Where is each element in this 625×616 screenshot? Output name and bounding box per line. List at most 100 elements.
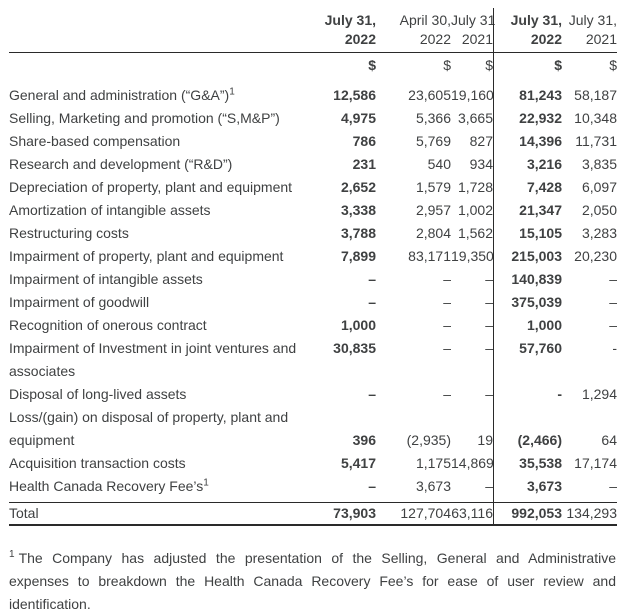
cell-value: –	[368, 386, 376, 402]
cell-value: 1,728	[457, 179, 493, 195]
cell-value: 827	[469, 133, 493, 149]
row-label: Impairment of intangible assets	[9, 271, 203, 287]
table-row: Depreciation of property, plant and equi…	[9, 176, 617, 199]
cell-value: 10,348	[574, 110, 617, 126]
cell-value: 934	[469, 156, 493, 172]
footnote-text: The Company has adjusted the presentatio…	[9, 550, 616, 612]
cell-value: –	[485, 386, 493, 402]
column-header: 2021	[585, 31, 617, 47]
cell-value: 23,605	[408, 87, 451, 103]
cell-value: 1,000	[340, 317, 376, 333]
table-row: Share-based compensation 786 5,769 827 14,39…	[9, 130, 617, 153]
table-row: Impairment of property, plant and equipm…	[9, 245, 617, 268]
table-row: Restructuring costs 3,788 2,804 1,562 15,105…	[9, 222, 617, 245]
cell-value: 134,293	[566, 505, 617, 521]
cell-value: 1,002	[457, 202, 493, 218]
cell-value: 15,105	[519, 225, 562, 241]
cell-value: 4,975	[340, 110, 376, 126]
currency-symbols-row: $ $ $ $ $	[9, 54, 617, 77]
table-row: associates	[9, 360, 617, 383]
row-label: Impairment of goodwill	[9, 294, 150, 310]
cell-value: 2,050	[581, 202, 617, 218]
cell-value: 21,347	[519, 202, 562, 218]
table-row: Research and development (“R&D”) 231 540 93…	[9, 153, 617, 176]
cell-value: 1,175	[415, 455, 451, 471]
column-header: 2022	[419, 31, 451, 47]
table-row: Amortization of intangible assets 3,338 2,…	[9, 199, 617, 222]
cell-value: 3,283	[581, 225, 617, 241]
cell-value: 63,116	[451, 505, 493, 521]
cell-value: 3,835	[581, 156, 617, 172]
table-body: General and administration (“G&A”)1 12,58…	[9, 84, 617, 498]
cell-value: 83,171	[408, 248, 451, 264]
cell-value: 81,243	[519, 87, 562, 103]
cell-value: 396	[352, 432, 376, 448]
row-label: General and administration (“G&A”)1	[9, 86, 235, 103]
currency-symbol: $	[443, 57, 451, 73]
table-row: Impairment of Investment in joint ventur…	[9, 337, 617, 360]
table-row: Recognition of onerous contract 1,000 – – 1,…	[9, 314, 617, 337]
column-header: 2022	[344, 31, 376, 47]
cell-value: –	[485, 317, 493, 333]
cell-value: 7,428	[526, 179, 562, 195]
row-label: Total	[9, 505, 39, 521]
cell-value: –	[609, 271, 617, 287]
cell-value: –	[609, 317, 617, 333]
table-row: equipment 396 (2,935) 19 (2,466) 64	[9, 429, 617, 452]
cell-value: 11,731	[575, 133, 617, 149]
table-row: Loss/(gain) on disposal of property, pla…	[9, 406, 617, 429]
column-header: April 30,	[399, 12, 451, 28]
table-row: Disposal of long-lived assets – – – - 1,294	[9, 383, 617, 406]
cell-value: 215,003	[511, 248, 562, 264]
cell-value: –	[443, 294, 451, 310]
cell-value: 73,903	[333, 505, 376, 521]
cell-value: 5,366	[415, 110, 451, 126]
row-label: Research and development (“R&D”)	[9, 156, 233, 172]
cell-value: 786	[352, 133, 376, 149]
table-header: July 31, April 30, July 31, July 31, July 31…	[9, 7, 617, 52]
cell-value: 30,835	[333, 340, 376, 356]
row-label: Selling, Marketing and promotion (“S,M&P…	[9, 110, 280, 126]
cell-value: 2,957	[415, 202, 451, 218]
column-header: July 31,	[510, 12, 562, 28]
cell-value: 1,562	[457, 225, 493, 241]
column-header: 2021	[461, 31, 493, 47]
currency-symbol: $	[554, 57, 562, 73]
row-label: Depreciation of property, plant and equi…	[9, 179, 293, 195]
cell-value: –	[443, 386, 451, 402]
table-row: Acquisition transaction costs 5,417 1,175 1…	[9, 452, 617, 475]
cell-value: 5,769	[415, 133, 451, 149]
cell-value: –	[609, 294, 617, 310]
table-row: Impairment of intangible assets – – – 140,83…	[9, 268, 617, 291]
cell-value: 5,417	[340, 455, 376, 471]
cell-value: 1,579	[415, 179, 451, 195]
cell-value: –	[485, 478, 493, 494]
cell-value: 14,869	[451, 455, 494, 471]
cell-value: 57,760	[519, 340, 562, 356]
column-header: July 31,	[451, 12, 495, 28]
cell-value: 3,338	[340, 202, 376, 218]
cell-value: 540	[427, 156, 451, 172]
cell-value: 2,804	[415, 225, 451, 241]
cell-value: (2,935)	[406, 432, 451, 448]
cell-value: 35,538	[519, 455, 562, 471]
row-label: Amortization of intangible assets	[9, 202, 211, 218]
cell-value: 12,586	[333, 87, 376, 103]
cell-value: 3,673	[526, 478, 562, 494]
cell-value: -	[557, 386, 562, 402]
header-row: July 31, April 30, July 31, July 31, July 31…	[9, 11, 617, 30]
cell-value: 3,673	[415, 478, 451, 494]
cell-value: 231	[352, 156, 376, 172]
cell-value: 19	[477, 432, 493, 448]
cell-value: 992,053	[511, 505, 562, 521]
column-header: July 31,	[568, 12, 617, 28]
table-row: General and administration (“G&A”)1 12,58…	[9, 84, 617, 107]
cell-value: –	[368, 271, 376, 287]
column-header: July 31,	[324, 12, 376, 28]
cell-value: -	[612, 340, 617, 356]
cell-value: 127,704	[400, 505, 451, 521]
cell-value: –	[485, 294, 493, 310]
cell-value: –	[368, 294, 376, 310]
cell-value: –	[368, 478, 376, 494]
